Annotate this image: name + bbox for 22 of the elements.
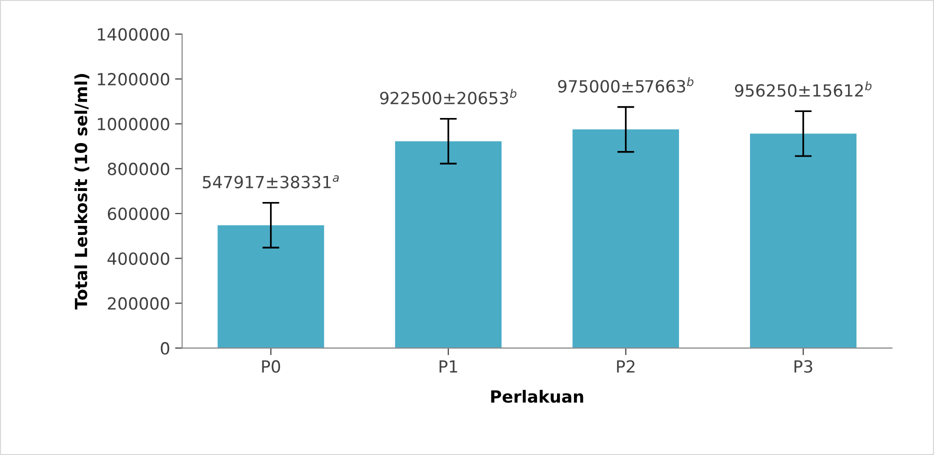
bar — [572, 129, 680, 348]
x-tick-label: P3 — [794, 360, 812, 373]
bar — [395, 141, 502, 348]
y-tick-label: 1000000 — [98, 118, 170, 130]
data-label: 975000±57663$^{b}$ — [558, 77, 694, 93]
x-tick-label: P1 — [440, 360, 458, 373]
y-tick-label: 800000 — [108, 162, 170, 176]
data-label: 547917±38331$^{a}$ — [202, 175, 339, 188]
data-label: 956250±15612$^{b}$ — [734, 81, 872, 97]
data-label: 922500±20653$^{b}$ — [380, 88, 516, 104]
x-tick-label: P2 — [617, 360, 634, 373]
x-axis-title: Perlakuan — [491, 390, 584, 403]
bar — [218, 225, 324, 348]
bar — [750, 134, 856, 348]
y-tick-label: 600000 — [108, 207, 170, 220]
y-tick-label: 400000 — [108, 252, 170, 265]
x-tick-label: P0 — [262, 360, 280, 373]
y-tick-label: 200000 — [108, 297, 170, 310]
y-tick-label: 1400000 — [98, 28, 170, 41]
y-tick-label: 0 — [160, 342, 170, 355]
y-axis-title: Total Leukosit (10 sel/ml) — [74, 74, 90, 310]
y-tick-label: 1200000 — [98, 72, 170, 86]
